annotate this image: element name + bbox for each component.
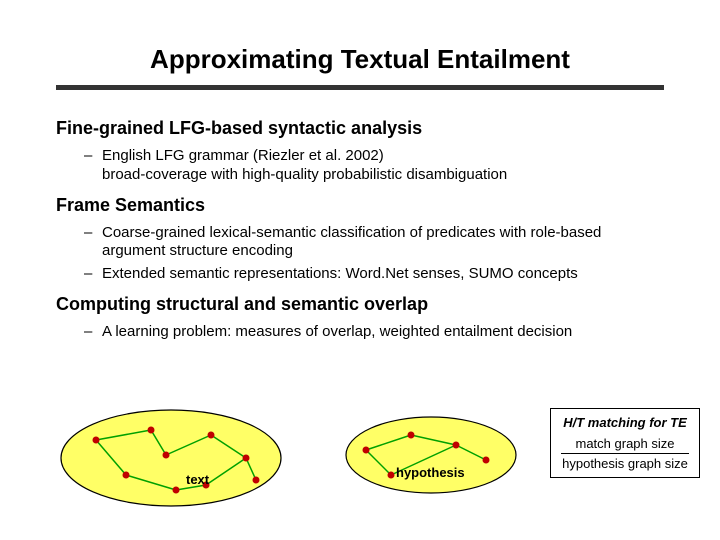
matching-box: H/T matching for TE match graph size hyp… <box>550 408 700 478</box>
title-underline <box>56 85 664 90</box>
diagram-area: text hypothesis H/T matching for TE matc… <box>56 400 700 530</box>
section-2-bullet-1: Coarse-grained lexical-semantic classifi… <box>84 224 664 262</box>
section-2-bullet-2: Extended semantic representations: Word.… <box>84 265 664 284</box>
fraction-denominator: hypothesis graph size <box>559 454 691 471</box>
box-title: H/T matching for TE <box>559 415 691 430</box>
hypothesis-label: hypothesis <box>396 465 465 480</box>
section-3-bullet-1: A learning problem: measures of overlap,… <box>84 323 664 342</box>
graph-svg <box>56 400 526 520</box>
text-label: text <box>186 472 209 487</box>
slide-title: Approximating Textual Entailment <box>0 0 720 85</box>
section-2-head: Frame Semantics <box>56 195 664 216</box>
section-3-head: Computing structural and semantic overla… <box>56 294 664 315</box>
content-area: Fine-grained LFG-based syntactic analysi… <box>0 118 720 342</box>
section-1-bullet-1: English LFG grammar (Riezler et al. 2002… <box>84 147 664 185</box>
fraction-numerator: match graph size <box>561 436 689 454</box>
section-1-head: Fine-grained LFG-based syntactic analysi… <box>56 118 664 139</box>
